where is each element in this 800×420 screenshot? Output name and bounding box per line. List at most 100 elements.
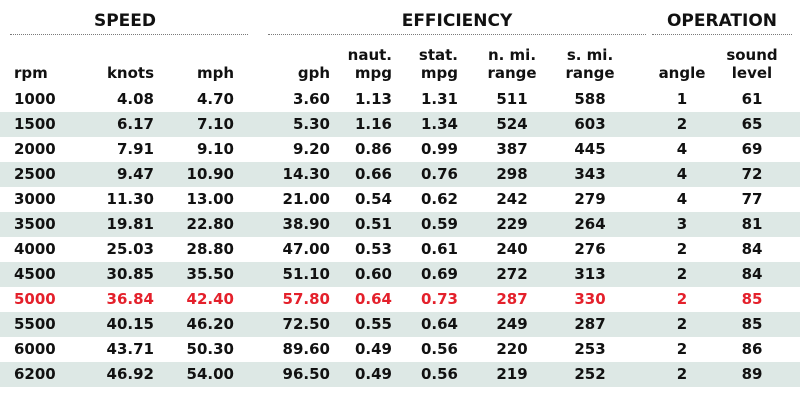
cell-mph: 50.30 (186, 340, 234, 358)
cell-gph: 89.60 (282, 340, 330, 358)
cell-knots: 46.92 (106, 365, 154, 383)
cell-gph: 72.50 (282, 315, 330, 333)
table-row: 4000 25.03 28.80 47.00 0.53 0.61 240 276 2 84 (0, 237, 800, 262)
cell-mph: 4.70 (196, 90, 234, 108)
cell-n-mi-range: 229 (496, 215, 528, 233)
cell-stat-mpg: 1.31 (420, 90, 458, 108)
cell-n-mi-range: 287 (496, 290, 528, 308)
cell-gph: 38.90 (282, 215, 330, 233)
group-title-speed: SPEED (93, 11, 157, 31)
cell-angle: 4 (676, 190, 688, 208)
col-header-line: range (565, 64, 615, 82)
cell-stat-mpg: 0.59 (420, 215, 458, 233)
cell-gph: 47.00 (282, 240, 330, 258)
cell-knots: 30.85 (106, 265, 154, 283)
col-header-line: s. mi. (566, 46, 614, 64)
cell-stat-mpg: 0.56 (420, 340, 458, 358)
cell-stat-mpg: 0.61 (420, 240, 458, 258)
table-row: 1500 6.17 7.10 5.30 1.16 1.34 524 603 2 65 (0, 112, 800, 137)
col-header-gph: gph (258, 40, 330, 82)
cell-s-mi-range: 330 (574, 290, 606, 308)
cell-s-mi-range: 279 (574, 190, 606, 208)
col-header-line: level (731, 64, 773, 82)
table-row: 1000 4.08 4.70 3.60 1.13 1.31 511 588 1 61 (0, 87, 800, 112)
cell-rpm: 5500 (14, 315, 56, 333)
cell-mph: 46.20 (186, 315, 234, 333)
cell-mph: 9.10 (196, 140, 234, 158)
cell-gph: 5.30 (292, 115, 330, 133)
col-header-knots: knots (84, 40, 154, 82)
group-rule-efficiency (268, 34, 646, 35)
cell-n-mi-range: 240 (496, 240, 528, 258)
cell-knots: 4.08 (116, 90, 154, 108)
group-rule-speed (10, 34, 248, 35)
cell-naut-mpg: 1.16 (354, 115, 392, 133)
cell-angle: 4 (676, 165, 688, 183)
cell-s-mi-range: 313 (574, 265, 606, 283)
cell-sound-level: 61 (741, 90, 763, 108)
table-row: 3500 19.81 22.80 38.90 0.51 0.59 229 264 3 81 (0, 212, 800, 237)
cell-rpm: 4500 (14, 265, 56, 283)
cell-sound-level: 72 (741, 165, 763, 183)
col-header-line: gph (297, 64, 330, 82)
col-header-n-mi-range: n. mi. range (482, 40, 542, 82)
cell-angle: 2 (676, 115, 688, 133)
cell-sound-level: 77 (741, 190, 763, 208)
cell-gph: 21.00 (282, 190, 330, 208)
cell-s-mi-range: 252 (574, 365, 606, 383)
col-header-mph: mph (164, 40, 234, 82)
cell-s-mi-range: 603 (574, 115, 606, 133)
cell-angle: 2 (676, 240, 688, 258)
table-row: 5000 36.84 42.40 57.80 0.64 0.73 287 330 2 85 (0, 287, 800, 312)
cell-gph: 14.30 (282, 165, 330, 183)
cell-rpm: 1500 (14, 115, 56, 133)
cell-mph: 54.00 (186, 365, 234, 383)
cell-knots: 7.91 (116, 140, 154, 158)
table-row: 5500 40.15 46.20 72.50 0.55 0.64 249 287 2 85 (0, 312, 800, 337)
cell-n-mi-range: 219 (496, 365, 528, 383)
cell-mph: 10.90 (186, 165, 234, 183)
cell-gph: 51.10 (282, 265, 330, 283)
cell-sound-level: 84 (741, 265, 763, 283)
group-title-efficiency: EFFICIENCY (401, 11, 513, 31)
cell-naut-mpg: 0.55 (354, 315, 392, 333)
cell-sound-level: 85 (741, 315, 763, 333)
cell-gph: 57.80 (282, 290, 330, 308)
col-header-line: sound (726, 46, 778, 64)
cell-angle: 2 (676, 365, 688, 383)
cell-knots: 9.47 (116, 165, 154, 183)
cell-s-mi-range: 264 (574, 215, 606, 233)
col-header-s-mi-range: s. mi. range (560, 40, 620, 82)
col-header-sound-level: sound level (722, 40, 782, 82)
cell-s-mi-range: 445 (574, 140, 606, 158)
cell-mph: 13.00 (186, 190, 234, 208)
cell-knots: 19.81 (106, 215, 154, 233)
cell-n-mi-range: 387 (496, 140, 528, 158)
cell-sound-level: 69 (741, 140, 763, 158)
cell-stat-mpg: 0.64 (420, 315, 458, 333)
cell-stat-mpg: 0.99 (420, 140, 458, 158)
cell-gph: 3.60 (292, 90, 330, 108)
table-row: 4500 30.85 35.50 51.10 0.60 0.69 272 313 2 84 (0, 262, 800, 287)
cell-sound-level: 85 (741, 290, 763, 308)
cell-stat-mpg: 0.62 (420, 190, 458, 208)
cell-n-mi-range: 220 (496, 340, 528, 358)
col-header-angle: angle (654, 40, 710, 82)
table-row: 6000 43.71 50.30 89.60 0.49 0.56 220 253 2 86 (0, 337, 800, 362)
cell-s-mi-range: 343 (574, 165, 606, 183)
col-header-line: naut. (347, 46, 392, 64)
cell-angle: 4 (676, 140, 688, 158)
cell-rpm: 2500 (14, 165, 56, 183)
cell-angle: 1 (676, 90, 688, 108)
cell-n-mi-range: 242 (496, 190, 528, 208)
cell-knots: 40.15 (106, 315, 154, 333)
cell-rpm: 2000 (14, 140, 56, 158)
cell-stat-mpg: 0.73 (420, 290, 458, 308)
col-header-rpm: rpm (14, 40, 64, 82)
cell-knots: 36.84 (106, 290, 154, 308)
cell-n-mi-range: 249 (496, 315, 528, 333)
cell-naut-mpg: 0.66 (354, 165, 392, 183)
cell-sound-level: 65 (741, 115, 763, 133)
cell-sound-level: 89 (741, 365, 763, 383)
cell-mph: 28.80 (186, 240, 234, 258)
